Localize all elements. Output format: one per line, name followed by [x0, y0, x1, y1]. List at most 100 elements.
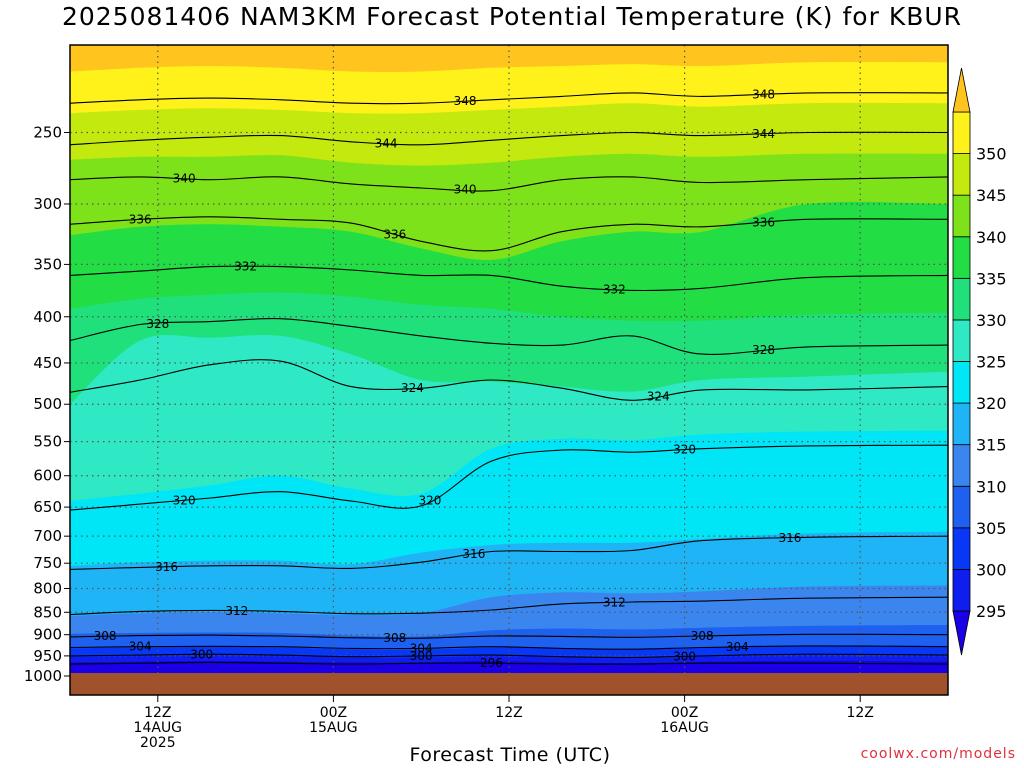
contour-label: 336 [752, 215, 775, 229]
contour-label-text: 308 [383, 631, 406, 645]
colorbar-swatch [952, 444, 971, 487]
contour-label: 308 [383, 631, 406, 645]
y-tick-label: 350 [33, 255, 62, 273]
contour-label-text: 312 [225, 604, 248, 618]
temperature-fill-layer [70, 45, 948, 696]
contour-label-text: 340 [454, 183, 477, 197]
contour-label-text: 348 [454, 94, 477, 108]
contour-label: 308 [94, 629, 117, 643]
contour-label: 344 [375, 136, 398, 150]
contour-label-layer: 348 348 344 344 340 340 336 336 336 332 332 328 328 3… [94, 87, 802, 670]
colorbar-swatch [952, 236, 971, 279]
contour-304 [69, 645, 949, 650]
contour-label-text: 344 [752, 127, 775, 141]
colorbar-tick-label: 300 [976, 560, 1007, 579]
contour-label: 348 [752, 87, 775, 101]
colorbar-tick-label: 335 [976, 269, 1007, 288]
colorbar-tick-label: 345 [976, 186, 1007, 205]
colorbar-extend-high [952, 67, 971, 113]
contour-label: 332 [234, 260, 257, 274]
x-axis-label: Forecast Time (UTC) [409, 744, 611, 766]
contour-label-text: 300 [190, 647, 213, 661]
colorbar-swatch [952, 194, 971, 238]
contour-label-text: 336 [129, 212, 152, 226]
x-tick-label: 12Z [144, 705, 171, 721]
contour-label-text: 324 [647, 389, 670, 403]
chart-title: 2025081406 NAM3KM Forecast Potential Tem… [61, 2, 963, 31]
colorbar-extend-low [952, 610, 971, 656]
colorbar-tick-label: 320 [976, 394, 1007, 413]
contour-label-text: 308 [94, 629, 117, 643]
contour-label-text: 304 [726, 640, 749, 654]
contour-324 [69, 359, 949, 401]
contour-label: 300 [190, 647, 213, 661]
contour-label: 304 [726, 640, 749, 654]
colorbar-swatch [952, 361, 971, 404]
colorbar-tick-label: 310 [976, 477, 1007, 496]
colorbar-swatch [952, 111, 971, 154]
y-tick-label: 800 [33, 580, 62, 598]
contour-328 [69, 318, 949, 355]
contour-label: 312 [603, 595, 626, 609]
colorbar-swatch [952, 153, 971, 196]
contour-label: 328 [752, 343, 775, 357]
contour-label-text: 320 [673, 443, 696, 457]
contour-label: 344 [752, 127, 775, 141]
contour-label-text: 328 [752, 343, 775, 357]
contour-label-text: 304 [410, 641, 433, 655]
contour-label: 320 [673, 443, 696, 457]
contour-316 [69, 535, 949, 570]
contour-308 [69, 633, 949, 639]
contour-label-text: 320 [419, 494, 442, 508]
colorbar-swatch [952, 485, 971, 529]
contour-label-text: 316 [779, 531, 802, 545]
contour-label: 348 [454, 94, 477, 108]
contour-312 [69, 596, 949, 616]
y-tick-label: 250 [33, 123, 62, 141]
contour-340 [69, 176, 949, 192]
ground-surface [70, 673, 948, 695]
contour-label-text: 316 [462, 547, 485, 561]
contour-label: 332 [603, 282, 626, 296]
contour-label-text: 336 [383, 228, 406, 242]
colorbar-tick-label: 315 [976, 436, 1007, 455]
contour-label-text: 320 [173, 493, 196, 507]
x-tick-label: 14AUG [134, 720, 183, 736]
contour-label-text: 348 [752, 87, 775, 101]
colorbar-tick-label: 295 [976, 602, 1007, 621]
y-tick-label: 550 [33, 433, 62, 451]
colorbar-tick-label: 340 [976, 228, 1007, 247]
contour-label: 312 [225, 604, 248, 618]
contour-296 [69, 661, 949, 665]
colorbar-swatch [952, 277, 971, 321]
contour-label: 316 [155, 560, 178, 574]
y-tick-label: 450 [33, 354, 62, 372]
contour-label-text: 344 [375, 136, 398, 150]
x-tick-label: 2025 [140, 735, 176, 751]
contour-label: 316 [779, 531, 802, 545]
contour-336 [69, 216, 949, 252]
contour-label: 324 [647, 389, 670, 403]
contour-label: 336 [129, 212, 152, 226]
contour-layer [69, 92, 949, 665]
contour-label-text: 328 [146, 317, 169, 331]
colorbar: 295 300 305 310 315 320 325 330 335 340 345 350 [952, 67, 1007, 656]
contour-label: 328 [146, 317, 169, 331]
x-tick-label: 00Z [671, 705, 698, 721]
contour-label-text: 300 [410, 649, 433, 663]
contour-label: 340 [173, 172, 196, 186]
contour-label: 340 [454, 183, 477, 197]
colorbar-tick-label: 350 [976, 145, 1007, 164]
y-tick-label: 750 [33, 554, 62, 572]
contour-label-text: 296 [480, 656, 503, 670]
contour-label: 336 [383, 228, 406, 242]
colorbar-tick-label: 305 [976, 519, 1007, 538]
y-tick-label: 400 [33, 308, 62, 326]
y-tick-label: 850 [33, 603, 62, 621]
watermark-link[interactable]: coolwx.com/models [860, 746, 1016, 762]
contour-label-text: 336 [752, 215, 775, 229]
x-tick-label: 12Z [846, 705, 873, 721]
contour-label-text: 316 [155, 560, 178, 574]
